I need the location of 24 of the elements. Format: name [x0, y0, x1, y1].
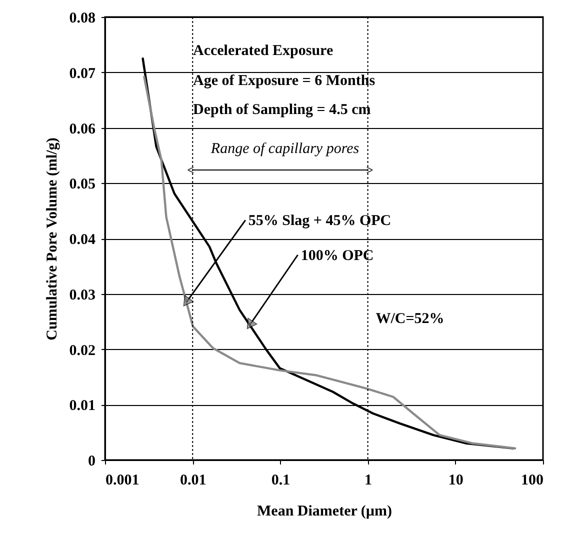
- y-tick-label: 0.06: [69, 121, 96, 138]
- annotation: 100% OPC: [300, 248, 374, 264]
- y-tick-label: 0.04: [69, 232, 96, 248]
- y-tick-label: 0.08: [69, 10, 96, 26]
- y-axis-title: Cumulative Pore Volume (ml/g): [44, 138, 60, 340]
- annotation: Accelerated Exposure: [193, 43, 334, 59]
- x-tick-label: 0.001: [106, 472, 140, 488]
- x-axis-title: Mean Diameter (µm): [257, 504, 392, 520]
- annotation: 55% Slag + 45% OPC: [248, 213, 392, 230]
- x-tick-label: 100: [521, 472, 544, 488]
- y-tick-label: 0.02: [69, 342, 96, 359]
- x-tick-label: 0.01: [180, 472, 206, 488]
- x-tick-label: 1: [364, 472, 372, 488]
- x-tick-label: 10: [448, 472, 464, 488]
- annotation: Depth of Sampling = 4.5 cm: [193, 102, 372, 118]
- y-tick-label: 0.07: [69, 66, 96, 82]
- x-tick-label: 0.1: [271, 472, 290, 488]
- y-tick-label: 0.05: [69, 176, 96, 193]
- y-tick-label: 0: [88, 454, 96, 470]
- y-tick-label: 0.01: [69, 398, 96, 414]
- annotation: W/C=52%: [376, 311, 444, 327]
- annotation: Age of Exposure = 6 Months: [193, 73, 376, 89]
- annotation: Range of capillary pores: [210, 141, 360, 157]
- y-tick-label: 0.03: [69, 287, 96, 304]
